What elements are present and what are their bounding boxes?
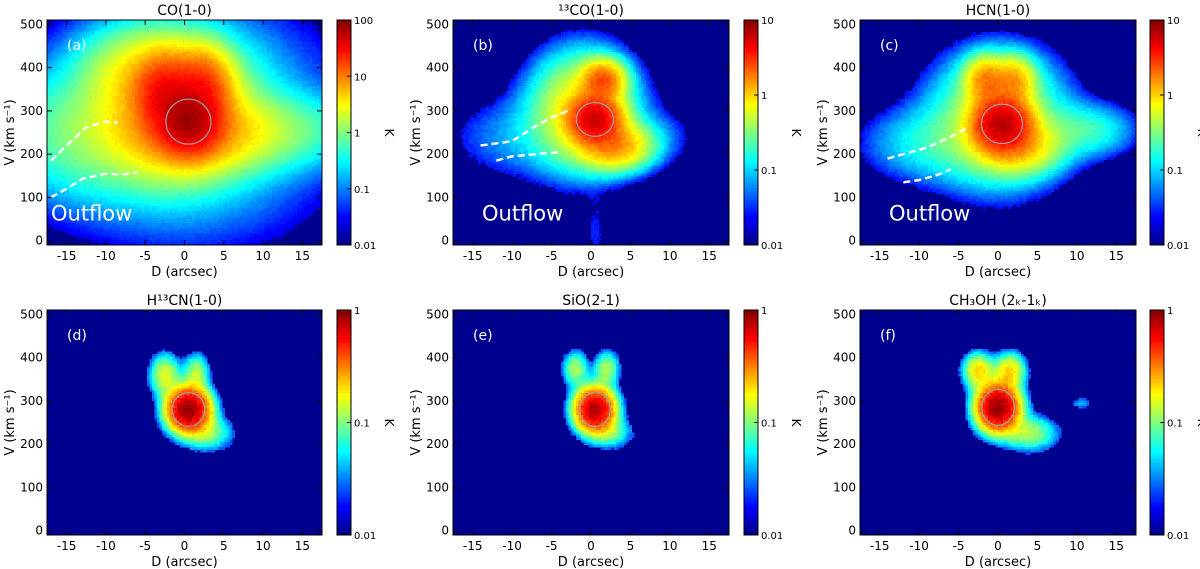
panel-a: -15 -10 -5 0 5 10 150100200300400500CO(1-0)D (… — [3, 3, 396, 280]
